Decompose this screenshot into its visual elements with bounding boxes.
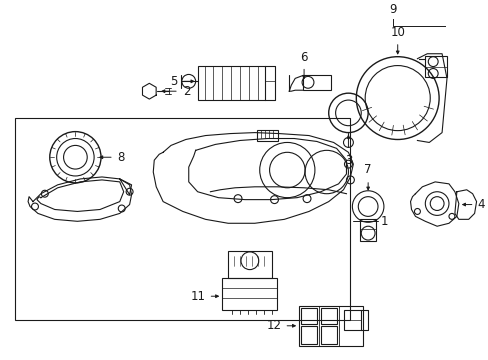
Bar: [222, 279, 277, 310]
Bar: [320, 326, 336, 343]
Bar: [301, 326, 316, 343]
Text: 5: 5: [170, 75, 178, 88]
Text: 4: 4: [477, 198, 484, 211]
Text: 11: 11: [190, 290, 205, 303]
Text: 10: 10: [389, 26, 405, 39]
Text: 8: 8: [117, 151, 124, 164]
Text: 9: 9: [388, 3, 396, 16]
Bar: [228, 251, 271, 279]
Text: 3: 3: [344, 154, 351, 167]
Text: 12: 12: [266, 319, 281, 332]
Bar: [425, 56, 446, 77]
Text: 2: 2: [183, 85, 190, 98]
Bar: [256, 130, 278, 141]
Bar: [301, 308, 316, 324]
Bar: [343, 310, 361, 330]
Bar: [15, 118, 350, 320]
Bar: [320, 308, 336, 324]
Bar: [360, 219, 375, 241]
Bar: [303, 76, 330, 90]
Bar: [197, 66, 264, 100]
Bar: [299, 306, 363, 346]
Text: 1: 1: [380, 215, 387, 228]
Text: 7: 7: [364, 163, 371, 176]
Text: 6: 6: [300, 51, 307, 64]
